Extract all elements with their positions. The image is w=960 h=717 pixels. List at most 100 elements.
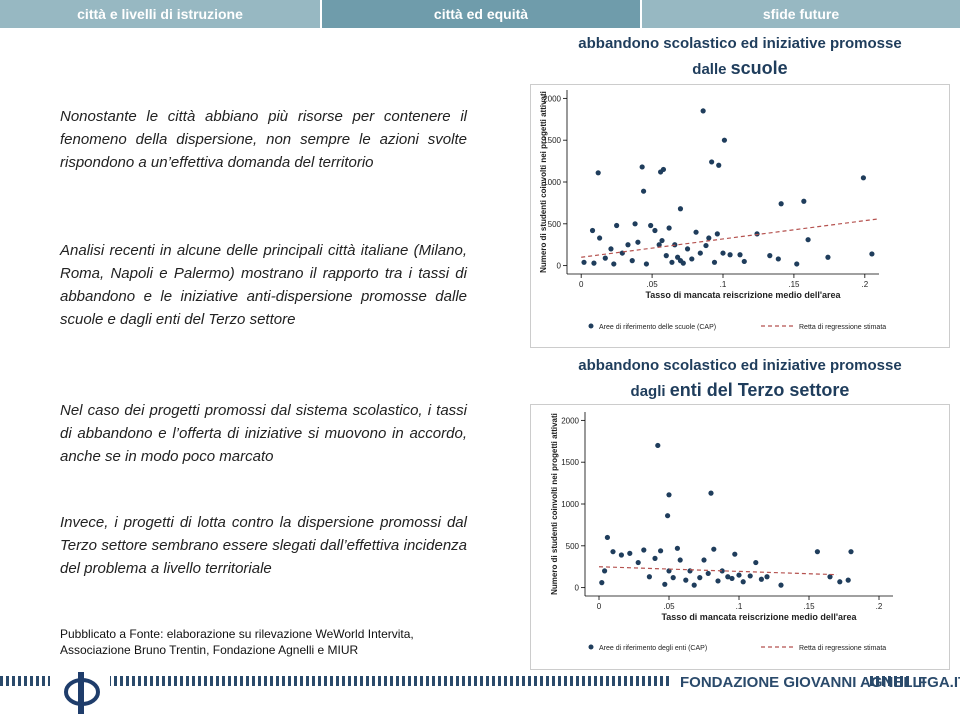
stripes	[110, 676, 670, 686]
chart-title: abbandono scolastico ed iniziative promo…	[560, 354, 920, 404]
y-tick-label: 1500	[543, 136, 561, 145]
point	[729, 575, 735, 582]
y-tick-label: 0	[557, 262, 562, 271]
y-tick-label: 1000	[543, 178, 561, 187]
point	[711, 546, 717, 552]
x-tick-label: .2	[861, 280, 868, 289]
point	[721, 137, 728, 143]
stripes	[0, 676, 50, 686]
point	[591, 260, 597, 266]
chart: 0 500 1000 1500 2000 0 .05 .1 .15 .2 Tasso di manc…	[530, 84, 950, 348]
point	[753, 559, 759, 566]
paragraph: Analisi recenti in alcune delle principa…	[60, 242, 467, 328]
point	[608, 246, 614, 252]
y-axis-label: Numero di studenti coinvolti nei progett…	[539, 91, 548, 273]
regression-line	[598, 566, 838, 576]
source-note: Pubblicato a Fonte: elaborazione su rile…	[60, 627, 414, 657]
point	[665, 513, 671, 519]
footer: FONDAZIONE GIOVANNI AGNELLI FGA.IT	[0, 672, 960, 714]
point	[703, 242, 709, 249]
point	[691, 582, 697, 588]
x-axis-label: Tasso di mancata reiscrizione medio dell…	[645, 290, 841, 300]
paragraph: Invece, i progetti di lotta contro la di…	[60, 514, 467, 577]
point	[611, 261, 617, 267]
point	[610, 549, 616, 555]
point	[635, 239, 641, 245]
chart-title: abbandono scolastico ed iniziative promo…	[560, 32, 920, 82]
point	[618, 552, 624, 558]
point	[727, 252, 733, 258]
point	[736, 572, 742, 578]
point	[740, 579, 746, 585]
point	[597, 235, 603, 241]
point	[660, 166, 667, 173]
x-tick-label: .05	[647, 280, 659, 289]
paragraph: Nel caso dei progetti promossi dal siste…	[60, 402, 467, 465]
point	[764, 574, 770, 580]
point	[697, 250, 703, 256]
point	[725, 574, 731, 580]
point	[652, 555, 658, 561]
point	[700, 108, 706, 114]
point	[641, 547, 647, 553]
legend-swatch	[588, 323, 594, 329]
point	[689, 256, 695, 262]
y-tick-label: 500	[566, 542, 580, 551]
point	[604, 534, 610, 541]
tab[interactable]: città e livelli di istruzione	[0, 0, 320, 28]
legend-swatch	[588, 644, 594, 650]
point	[715, 578, 721, 584]
point	[805, 237, 811, 243]
point	[827, 574, 833, 580]
point	[652, 227, 658, 234]
point	[589, 227, 596, 234]
point	[581, 259, 587, 265]
point	[669, 259, 675, 265]
point	[767, 253, 773, 259]
title: abbandono scolastico ed iniziative promo…	[578, 357, 902, 400]
x-tick-label: 0	[579, 280, 584, 289]
paragraph: Nonostante le città abbiano più risorse …	[60, 108, 467, 171]
point	[655, 442, 661, 449]
point	[656, 242, 662, 248]
point	[602, 568, 608, 574]
point	[683, 577, 689, 583]
legend-label: Aree di riferimento delle scuole (CAP)	[599, 324, 716, 331]
point	[709, 159, 715, 165]
point	[680, 260, 686, 266]
point	[632, 221, 638, 227]
regression-line	[581, 218, 880, 258]
point	[684, 246, 691, 252]
point	[778, 201, 784, 207]
point	[640, 188, 647, 194]
y-axis-label: Numero di studenti coinvolti nei progett…	[550, 413, 559, 595]
point	[758, 576, 764, 582]
point	[708, 490, 714, 496]
legend-label: Retta di regressione stimata	[799, 324, 886, 331]
y-tick-label: 2000	[561, 416, 579, 425]
point	[602, 255, 608, 261]
stripes	[870, 676, 910, 686]
point	[627, 550, 633, 556]
point	[677, 557, 683, 563]
x-tick-label: .15	[788, 280, 800, 289]
point	[706, 235, 712, 241]
point	[693, 229, 699, 235]
x-tick-label: .05	[663, 602, 675, 611]
tab[interactable]: città ed equità	[322, 0, 640, 28]
point	[754, 231, 760, 237]
point	[677, 206, 684, 212]
point	[625, 242, 631, 248]
point	[666, 492, 672, 498]
point	[639, 164, 645, 170]
point	[629, 258, 635, 264]
point	[595, 170, 601, 176]
point	[701, 557, 707, 563]
title-emphasis: scuole	[730, 58, 788, 78]
point	[714, 231, 720, 237]
point	[860, 175, 866, 181]
tab[interactable]: sfide future	[642, 0, 960, 28]
title-emphasis: enti del Terzo settore	[669, 380, 850, 400]
y-tick-label: 2000	[543, 94, 561, 103]
legend-label: Aree di riferimento degli enti (CAP)	[599, 645, 707, 652]
